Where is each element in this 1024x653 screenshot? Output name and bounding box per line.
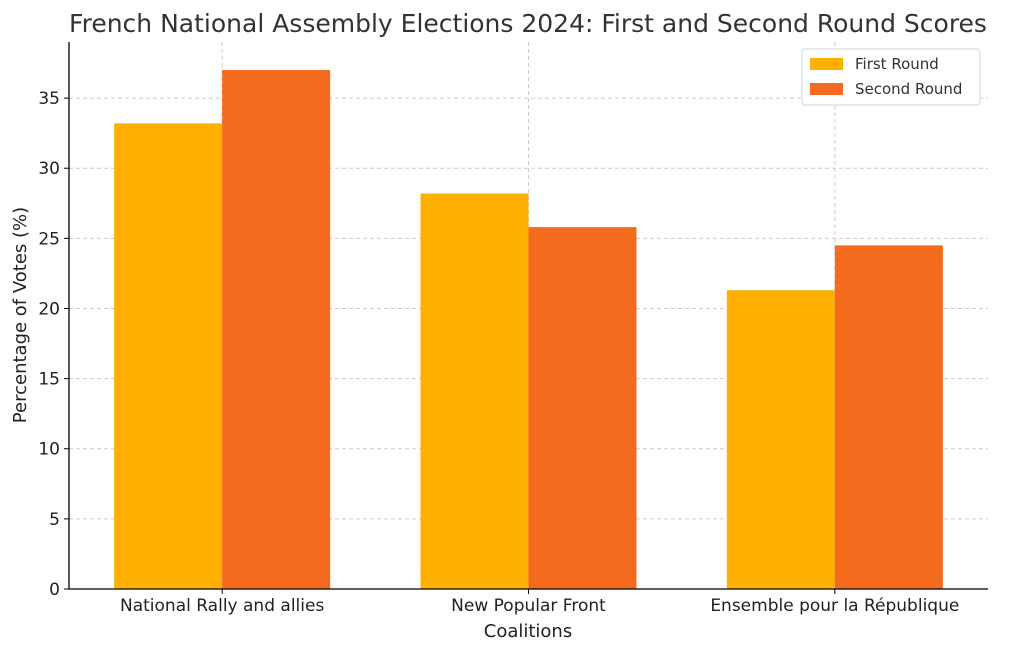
y-tick-label: 30 [38, 159, 60, 179]
y-tick-label: 5 [49, 510, 60, 530]
y-tick-label: 15 [38, 370, 60, 390]
x-axis-label: Coalitions [484, 621, 572, 642]
y-axis-ticks: 0 5 10 15 20 25 30 35 [38, 89, 69, 600]
x-tick-label: National Rally and allies [120, 596, 324, 616]
y-tick-label: 0 [49, 580, 60, 600]
x-axis-ticks: National Rally and allies New Popular Fro… [120, 589, 959, 616]
bar-first-round-1 [420, 193, 529, 589]
bar-first-round-2 [726, 290, 835, 589]
legend-frame [801, 48, 981, 106]
y-tick-label: 25 [38, 229, 60, 249]
y-tick-label: 20 [38, 299, 60, 319]
x-tick-label: Ensemble pour la République [710, 596, 959, 616]
y-tick-label: 35 [38, 89, 60, 109]
bar-second-round-0 [222, 70, 331, 590]
legend-swatch [810, 58, 843, 70]
y-tick-label: 10 [38, 440, 60, 460]
y-axis-label: Percentage of Votes (%) [10, 207, 31, 423]
legend-entry: Second Round [855, 80, 962, 98]
bars [114, 70, 943, 590]
legend-swatch [810, 83, 843, 95]
bar-second-round-2 [834, 245, 943, 589]
chart-title: French National Assembly Elections 2024:… [69, 9, 987, 38]
legend: First Round Second Round [801, 48, 981, 106]
bar-first-round-0 [114, 123, 223, 589]
x-tick-label: New Popular Front [451, 596, 606, 616]
legend-entry: First Round [855, 55, 939, 73]
bar-second-round-1 [528, 227, 637, 589]
